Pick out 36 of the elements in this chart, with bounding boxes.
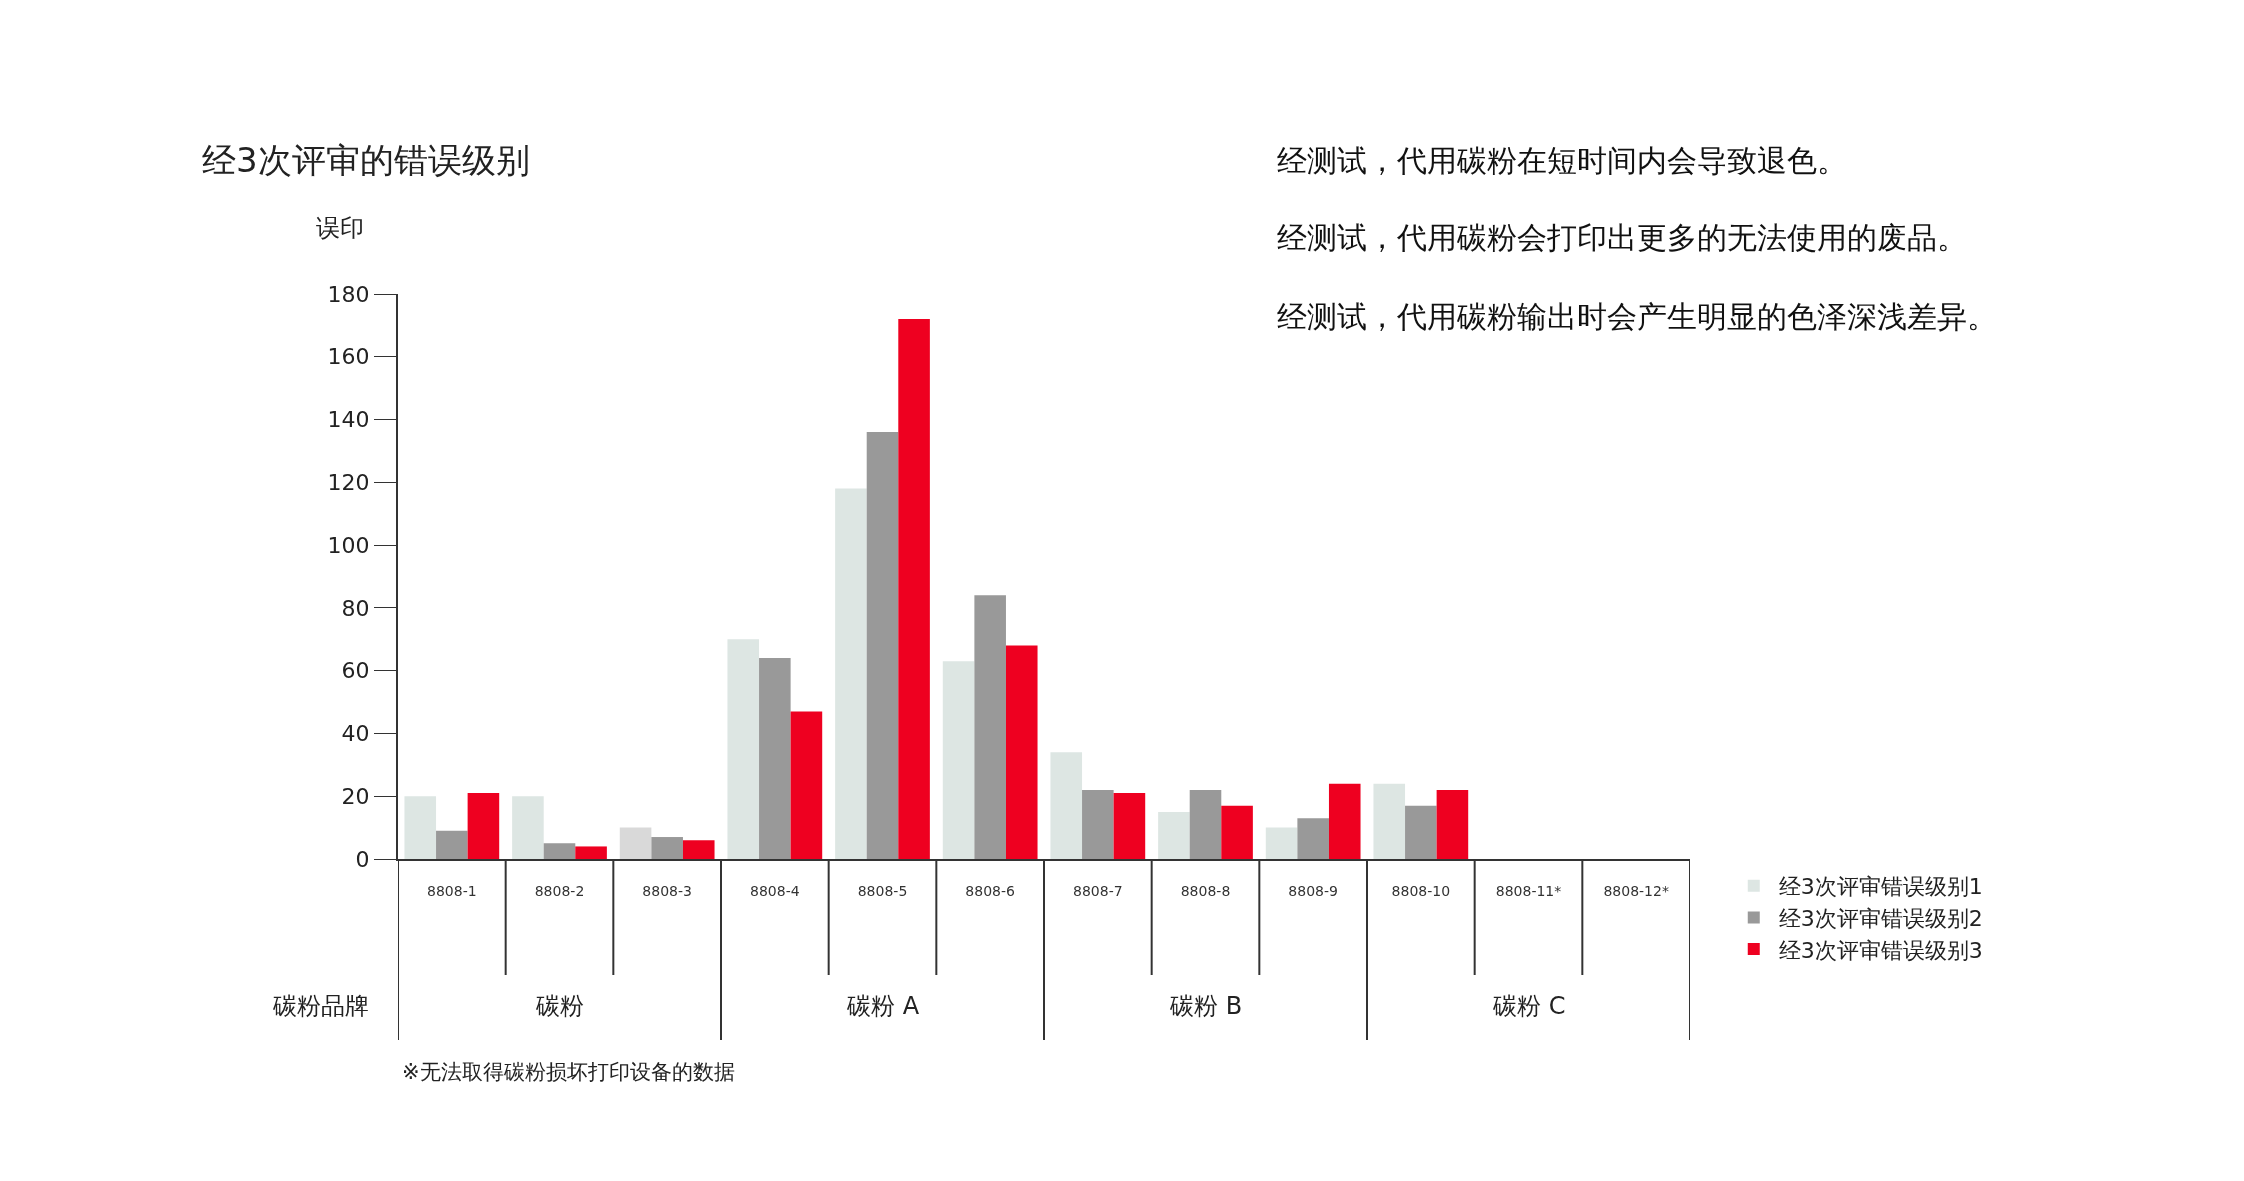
text: 碳粉 C — [1492, 992, 1566, 1020]
x-tick-label: 8808-7 — [1073, 882, 1123, 899]
y-tick-label: 40 — [341, 721, 370, 747]
chart-title: 经3次评审的错误级别 — [202, 140, 530, 180]
y-tick-label: 140 — [327, 407, 370, 433]
x-tick-label: 8808-3 — [642, 882, 692, 899]
y-axis-title: 误印 — [316, 214, 364, 242]
y-tick-label: 160 — [327, 344, 370, 370]
y-tick-label: 80 — [341, 595, 370, 621]
x-tick-label: 8808-8 — [1180, 882, 1231, 899]
y-tick-label: 120 — [327, 470, 370, 496]
y-tick-label: 0 — [355, 846, 370, 872]
legend-label: 经3次评审错误级别1 — [1778, 874, 1983, 900]
x-axis-title: 碳粉品牌 — [272, 992, 369, 1020]
x-tick-label: 8808-2 — [534, 882, 585, 899]
x-tick-label: 8808-5 — [857, 882, 908, 899]
text: 碳粉 — [535, 992, 584, 1020]
legend-label: 经3次评审错误级别3 — [1778, 937, 1983, 963]
x-tick-label: 8808-10 — [1391, 882, 1451, 899]
y-tick-label: 180 — [327, 281, 370, 307]
text: ※无法取得碳粉损坏打印设备的数据 — [402, 1060, 735, 1084]
x-tick-label: 8808-4 — [750, 882, 800, 899]
legend-label: 经3次评审错误级别2 — [1778, 905, 1983, 931]
x-tick-label: 8808-9 — [1288, 882, 1338, 899]
y-tick-label: 20 — [341, 783, 370, 809]
text: 经测试，代用碳粉会打印出更多的无法使用的废品。 — [1277, 220, 1967, 255]
x-tick-label: 8808-11* — [1495, 882, 1562, 899]
text: 经测试，代用碳粉在短时间内会导致退色。 — [1277, 143, 1847, 178]
x-tick-label: 8808-1 — [427, 882, 477, 899]
x-tick-label: 8808-6 — [965, 882, 1016, 899]
text: 碳粉 A — [846, 992, 920, 1020]
text: 碳粉 B — [1169, 992, 1243, 1020]
annotation: 经测试，代用碳粉输出时会产生明显的色泽深浅差异。 — [1277, 299, 1997, 334]
y-tick-label: 100 — [327, 532, 370, 558]
x-tick-label: 8808-12* — [1603, 882, 1669, 899]
y-tick-label: 60 — [341, 658, 370, 684]
